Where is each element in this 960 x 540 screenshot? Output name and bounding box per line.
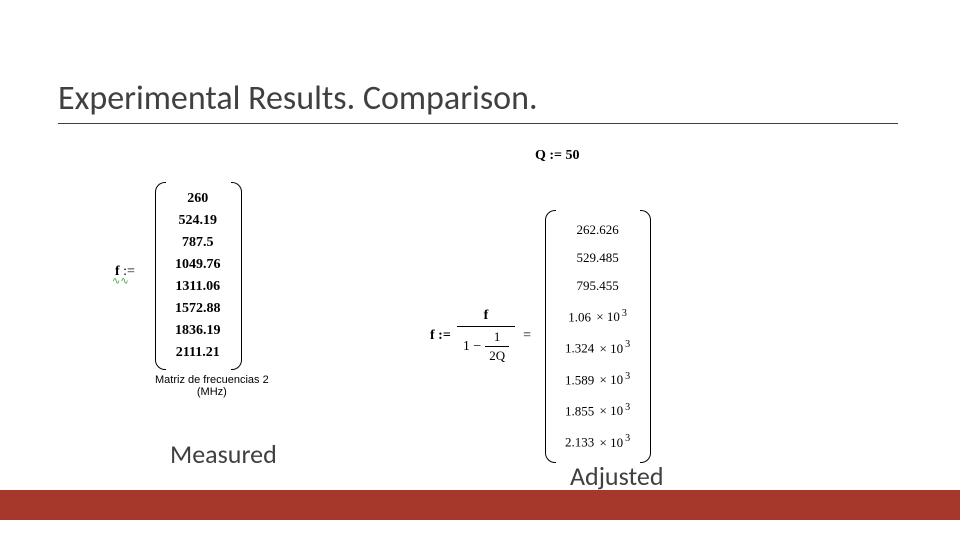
measured-label: Measured bbox=[170, 438, 277, 470]
adjusted-block: f := f 1 − 1 2Q = 262.626529.485795.4551… bbox=[430, 210, 650, 463]
vector-row: 1.589 × 103 bbox=[565, 363, 630, 394]
paren-left bbox=[545, 210, 555, 463]
paren-right bbox=[640, 210, 650, 463]
vector-row: 1.855 × 103 bbox=[565, 394, 630, 425]
accent-bar bbox=[0, 490, 960, 520]
measured-caption: Matriz de frecuencias 2 (MHz) bbox=[155, 374, 269, 398]
adjusted-vector: 262.626529.485795.4551.06 × 1031.324 × 1… bbox=[545, 210, 650, 463]
slide-title: Experimental Results. Comparison. bbox=[58, 78, 898, 124]
measured-assign-symbol: f := ∿∿ bbox=[115, 264, 135, 284]
vector-row: 795.455 bbox=[576, 272, 618, 300]
vector-row: 260 bbox=[187, 188, 208, 210]
vector-row: 1572.88 bbox=[175, 298, 221, 320]
q-assignment: Q := 50 bbox=[535, 148, 580, 164]
vector-row: 529.485 bbox=[576, 244, 618, 272]
vector-row: 1836.19 bbox=[175, 320, 221, 342]
vector-row: 262.626 bbox=[576, 216, 618, 244]
adjusted-label: Adjusted bbox=[570, 460, 664, 492]
vector-row: 2.133 × 103 bbox=[565, 425, 630, 456]
vector-row: 1.06 × 103 bbox=[568, 300, 627, 331]
vector-row: 1311.06 bbox=[175, 276, 220, 298]
measured-vector-block: f := ∿∿ 260524.19787.51049.761311.061572… bbox=[155, 182, 269, 398]
vector-row: 1.324 × 103 bbox=[565, 331, 630, 362]
vector-row: 524.19 bbox=[179, 210, 218, 232]
adjustment-formula: f := f 1 − 1 2Q = bbox=[430, 308, 539, 364]
vector-row: 1049.76 bbox=[175, 254, 221, 276]
vector-row: 2111.21 bbox=[176, 342, 220, 364]
measured-vector: 260524.19787.51049.761311.061572.881836.… bbox=[155, 182, 269, 370]
paren-left bbox=[155, 182, 165, 370]
paren-right bbox=[231, 182, 241, 370]
vector-row: 787.5 bbox=[182, 232, 214, 254]
